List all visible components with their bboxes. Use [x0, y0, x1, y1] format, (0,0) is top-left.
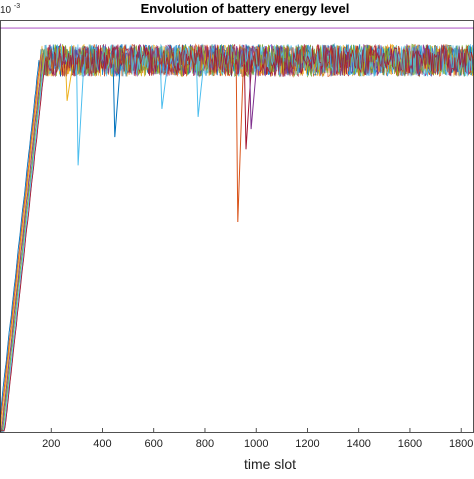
x-tick-label: 800: [196, 438, 214, 450]
dip-line: [249, 64, 258, 130]
exponent-base: 10: [0, 5, 12, 16]
x-tick-label: 1600: [398, 438, 422, 450]
exponent-power: -3: [14, 3, 20, 10]
x-tick-label: 1200: [295, 438, 319, 450]
dip-line: [112, 64, 121, 138]
x-tick-label: 1400: [346, 438, 370, 450]
x-tick-label: 1800: [449, 438, 473, 450]
x-axis-ticks: 200 400 600 800 1000 1200 1400 1600 1800: [42, 428, 473, 450]
plot-frame: [0, 20, 474, 433]
x-tick-label: 400: [93, 438, 111, 450]
dip-line: [76, 64, 85, 166]
x-tick-label: 1000: [244, 438, 268, 450]
x-axis-label: time slot: [244, 456, 296, 472]
x-tick-label: 600: [145, 438, 163, 450]
chart-title: Envolution of battery energy level: [141, 1, 350, 16]
dip-line: [65, 64, 74, 101]
dip-line: [235, 64, 244, 223]
exponent-label: 10 -3: [0, 3, 20, 16]
x-tick-label: 200: [42, 438, 60, 450]
series-layer: [0, 42, 474, 433]
dip-line: [196, 64, 205, 117]
series-line: [0, 43, 474, 433]
dip-line: [159, 64, 169, 109]
